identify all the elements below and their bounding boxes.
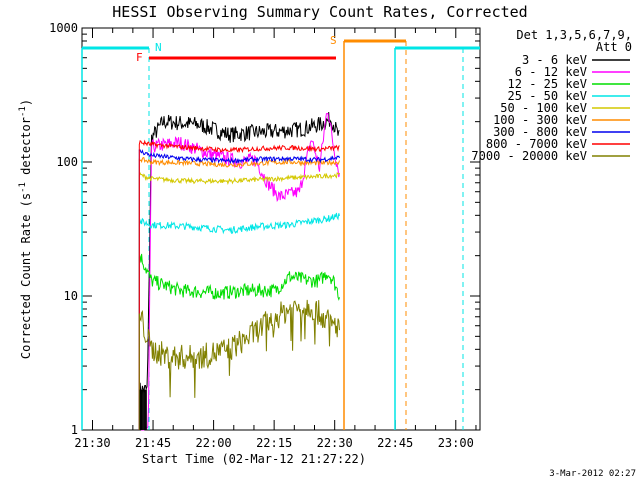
x-axis-label: Start Time (02-Mar-12 21:27:22) xyxy=(142,452,366,466)
y-tick-label: 100 xyxy=(56,155,78,169)
legend-label: 6 - 12 keV xyxy=(515,65,587,79)
series-line-8 xyxy=(138,299,340,430)
series-line-3 xyxy=(138,212,340,430)
series-line-2 xyxy=(138,253,340,430)
legend-label: 7000 - 20000 keV xyxy=(471,149,587,163)
annotation-s: S xyxy=(330,34,337,47)
legend-label: 3 - 6 keV xyxy=(522,53,587,67)
x-tick-label: 21:30 xyxy=(74,436,110,450)
legend-label: 800 - 7000 keV xyxy=(486,137,587,151)
annotation-n: N xyxy=(155,41,162,54)
series-line-4 xyxy=(138,171,340,430)
x-tick-label: 22:30 xyxy=(317,436,353,450)
y-tick-label: 10 xyxy=(64,289,78,303)
chart-title: HESSI Observing Summary Count Rates, Cor… xyxy=(112,3,527,21)
footer-date: 3-Mar-2012 02:27 xyxy=(549,469,636,479)
y-axis-label: Corrected Count Rate (s-1 detector-1) xyxy=(18,99,33,359)
legend-label: 100 - 300 keV xyxy=(493,113,587,127)
x-tick-label: 22:45 xyxy=(377,436,413,450)
legend-label: 50 - 100 keV xyxy=(500,101,587,115)
annotation-f: F xyxy=(136,51,143,64)
series-line-0 xyxy=(138,112,340,430)
legend-label: 25 - 50 keV xyxy=(508,89,587,103)
x-tick-label: 22:15 xyxy=(256,436,292,450)
series-line-6 xyxy=(138,149,340,430)
legend-label: 300 - 800 keV xyxy=(493,125,587,139)
x-tick-label: 22:00 xyxy=(196,436,232,450)
x-tick-label: 21:45 xyxy=(135,436,171,450)
x-tick-label: 23:00 xyxy=(438,436,474,450)
plot-frame xyxy=(81,27,481,431)
series-line-5 xyxy=(138,157,340,430)
y-tick-label: 1 xyxy=(71,423,78,437)
y-tick-label: 1000 xyxy=(49,21,78,35)
legend-label: 12 - 25 keV xyxy=(508,77,587,91)
legend-header: Att 0 xyxy=(596,40,632,54)
legend-header: Det 1,3,5,6,7,9, xyxy=(516,28,632,42)
series-line-7 xyxy=(138,139,340,430)
